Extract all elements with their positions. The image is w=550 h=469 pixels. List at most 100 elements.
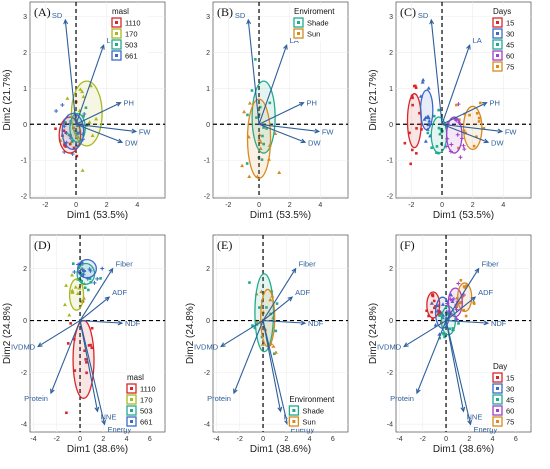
panel-label: (B): [217, 5, 233, 19]
x-tick-label: 4: [501, 202, 505, 209]
y-axis-title: Dim2 (24.8%): [185, 303, 196, 364]
x-tick-label: 4: [308, 436, 312, 443]
x-tick-label: 4: [135, 202, 139, 209]
y-tick-label: 2: [206, 50, 210, 57]
legend-label-45: 45: [506, 396, 514, 405]
arrowhead-nne: [94, 406, 100, 413]
observation-point: [82, 112, 87, 117]
arrow-ph: [75, 102, 121, 125]
y-axis-title: Dim2 (21.7%): [368, 69, 379, 130]
observation-point: [441, 332, 445, 335]
observation-point: [82, 115, 85, 118]
observation-point: [434, 304, 437, 308]
ellipse-45: [430, 116, 448, 154]
observation-point: [429, 301, 434, 305]
observation-point: [431, 318, 434, 321]
observation-point: [72, 270, 77, 275]
observation-point: [457, 322, 460, 325]
panel-label: (A): [34, 5, 51, 19]
arrow-protein: [50, 320, 81, 394]
observation-point: [455, 304, 459, 308]
panel-label: (C): [400, 5, 416, 19]
legend-label-661: 661: [125, 52, 138, 61]
observation-point: [451, 296, 456, 301]
variable-label-fw: FW: [505, 127, 518, 136]
y-tick-label: -2: [387, 370, 393, 377]
arrowhead-ph: [299, 102, 305, 107]
observation-point: [258, 306, 261, 309]
x-axis-title: Dim1 (53.5%): [67, 210, 128, 221]
x-tick-label: 4: [125, 436, 129, 443]
variable-label-sd: SD: [52, 11, 63, 20]
observation-point: [462, 147, 467, 152]
observation-point: [415, 152, 418, 155]
arrowhead-dw: [300, 138, 307, 144]
observation-point: [477, 116, 481, 120]
variable-label-la: LA: [473, 36, 482, 45]
legend-key-mark: [496, 43, 499, 46]
observation-point: [427, 314, 430, 318]
observation-point: [458, 155, 463, 160]
variable-label-dw: DW: [308, 138, 321, 147]
x-tick-label: 2: [105, 202, 109, 209]
x-axis-title: Dim1 (38.6%): [250, 444, 311, 455]
arrow-nne: [79, 320, 99, 412]
observation-point: [426, 131, 430, 135]
legend: Enviroment Shade Sun: [292, 5, 346, 41]
observation-point: [81, 274, 84, 277]
arrowhead-ndf: [117, 320, 124, 326]
observation-point: [432, 114, 436, 118]
x-tick-label: -2: [54, 436, 60, 443]
observation-point: [245, 162, 249, 165]
arrowhead-nne: [277, 406, 283, 413]
observation-point: [462, 285, 466, 288]
observation-point: [268, 297, 273, 302]
observation-point: [438, 336, 442, 340]
legend: Days 15 30 45 60 75: [491, 5, 529, 74]
y-tick-label: -4: [204, 422, 210, 429]
y-axis-title: Dim2 (24.8%): [2, 303, 13, 364]
legend-title: Days: [493, 7, 511, 16]
observation-point: [70, 289, 75, 294]
observation-point: [75, 131, 80, 136]
y-tick-label: 0: [23, 122, 27, 129]
observation-point: [435, 145, 439, 148]
arrow-ph: [441, 102, 487, 125]
observation-point: [89, 343, 92, 347]
legend-key-mark: [130, 409, 133, 412]
observation-point: [414, 84, 417, 88]
observation-point: [261, 134, 264, 138]
ellipse-30: [419, 89, 434, 131]
arrow-ivdmd: [37, 320, 81, 347]
observation-point: [259, 289, 264, 294]
observation-point: [72, 146, 76, 150]
legend-key-mark: [130, 387, 133, 390]
arrowhead-ivdmd: [37, 342, 43, 348]
observation-point: [65, 96, 70, 100]
observation-point: [240, 163, 245, 168]
observation-point: [248, 281, 251, 284]
variable-label-dw: DW: [491, 138, 504, 147]
observation-point: [262, 142, 265, 146]
observation-point: [414, 86, 418, 90]
arrowhead-la: [100, 43, 105, 50]
ellipse-60: [447, 287, 463, 318]
legend-key-mark: [292, 420, 296, 423]
observation-point: [437, 108, 440, 112]
observation-point: [84, 106, 88, 110]
observation-point: [421, 77, 426, 82]
ellipse-170: [68, 278, 85, 311]
x-tick-label: -2: [225, 202, 231, 209]
arrow-nne: [445, 320, 465, 412]
x-axis-title: Dim1 (53.5%): [250, 210, 311, 221]
observation-point: [441, 316, 444, 320]
observation-point: [438, 132, 442, 136]
observation-point: [459, 301, 462, 305]
arrow-fiber: [445, 268, 480, 321]
observation-point: [426, 86, 431, 90]
x-tick-label: 2: [101, 436, 105, 443]
observation-point: [275, 302, 279, 305]
observation-point: [81, 272, 86, 277]
